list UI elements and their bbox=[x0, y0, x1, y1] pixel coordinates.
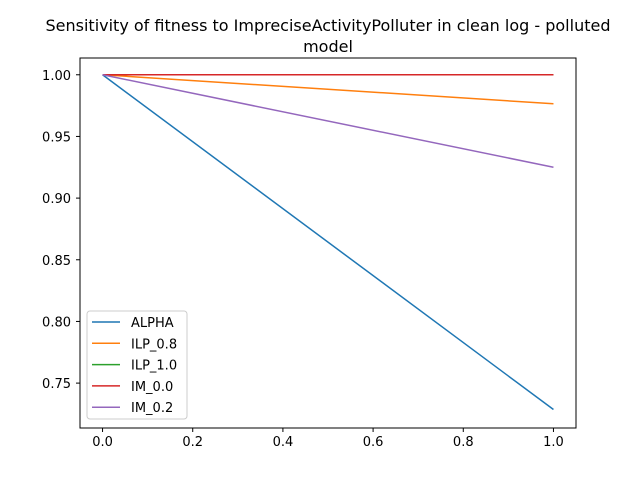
x-tick-label: 0.6 bbox=[363, 435, 384, 450]
series-layer bbox=[102, 74, 554, 411]
x-axis: 0.0 0.2 0.4 0.6 0.8 1.0 bbox=[92, 428, 564, 450]
x-tick-label: 0.8 bbox=[453, 435, 474, 450]
series-line-ilp-0-8 bbox=[102, 74, 554, 105]
y-tick-label: 0.75 bbox=[42, 377, 71, 392]
legend-box bbox=[86, 310, 188, 420]
y-tick-label: 1.00 bbox=[42, 69, 71, 84]
x-tick-label: 0.4 bbox=[273, 435, 294, 450]
legend: ALPHA ILP_0.8 ILP_1.0 IM_0.0 IM_0.2 bbox=[86, 310, 188, 420]
y-tick-label: 0.95 bbox=[42, 130, 71, 145]
chart-title-line-2: model bbox=[303, 37, 353, 56]
x-tick-label: 1.0 bbox=[543, 435, 564, 450]
y-tick-label: 0.90 bbox=[42, 192, 71, 207]
legend-label: ILP_1.0 bbox=[131, 359, 177, 374]
x-tick-label: 0.0 bbox=[92, 435, 113, 450]
legend-label: ALPHA bbox=[131, 316, 174, 331]
legend-label: IM_0.0 bbox=[131, 380, 173, 395]
series-line-alpha bbox=[102, 74, 554, 411]
legend-label: ILP_0.8 bbox=[131, 337, 177, 352]
y-axis: 0.75 0.80 0.85 0.90 0.95 1.00 bbox=[42, 69, 80, 392]
y-tick-label: 0.85 bbox=[42, 254, 71, 269]
series-line-im-0-2 bbox=[102, 74, 554, 169]
plot-frame bbox=[79, 57, 577, 429]
x-tick-label: 0.2 bbox=[182, 435, 203, 450]
legend-label: IM_0.2 bbox=[131, 401, 173, 416]
chart-title-line-1: Sensitivity of fitness to ImpreciseActiv… bbox=[46, 16, 611, 35]
y-tick-label: 0.80 bbox=[42, 315, 71, 330]
